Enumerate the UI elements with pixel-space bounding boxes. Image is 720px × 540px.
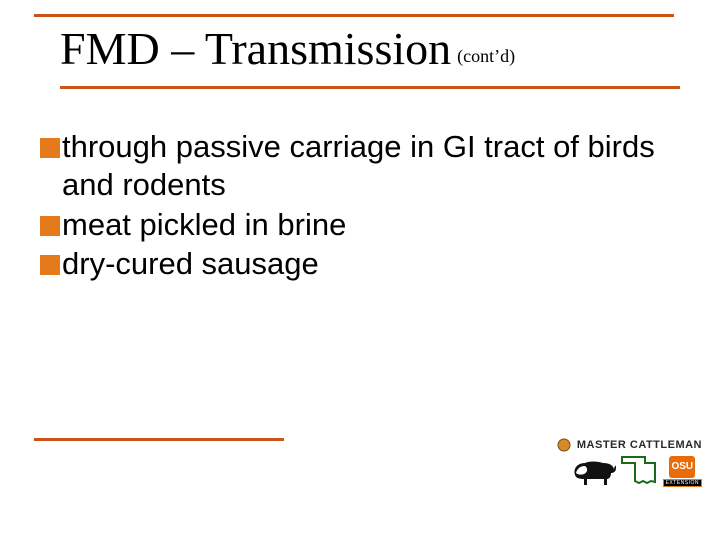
title-container: FMD – Transmission (cont’d) — [60, 22, 680, 89]
master-cattleman-line: MASTER CATTLEMAN — [557, 438, 702, 452]
bullet-text: through passive carriage in GI tract of … — [62, 128, 680, 204]
slide-title-suffix: (cont’d) — [457, 46, 515, 67]
square-bullet-icon — [40, 216, 60, 236]
oklahoma-outline-icon — [621, 454, 657, 488]
osu-text: OSU — [671, 461, 693, 472]
square-bullet-icon — [40, 255, 60, 275]
osu-badge: OSU — [669, 456, 695, 478]
body-content: through passive carriage in GI tract of … — [40, 128, 680, 285]
extension-label: EXTENSION — [663, 479, 702, 487]
logo-row: OSU EXTENSION — [571, 454, 702, 488]
square-bullet-icon — [40, 138, 60, 158]
top-rule — [34, 14, 674, 17]
bullet-text: dry-cured sausage — [62, 245, 680, 283]
list-item: dry-cured sausage — [40, 245, 680, 283]
cow-icon — [571, 455, 617, 487]
osu-logo: OSU EXTENSION — [663, 456, 702, 487]
list-item: through passive carriage in GI tract of … — [40, 128, 680, 204]
bottom-rule — [34, 438, 284, 441]
bullet-text: meat pickled in brine — [62, 206, 680, 244]
master-cattleman-text: MASTER CATTLEMAN — [577, 439, 702, 451]
badge-icon — [557, 438, 571, 452]
slide: { "colors": { "accent": "#d85a1a", "titl… — [0, 0, 720, 540]
list-item: meat pickled in brine — [40, 206, 680, 244]
slide-title: FMD – Transmission — [60, 22, 451, 75]
logo-cluster: MASTER CATTLEMAN OSU EXTENSION — [512, 438, 702, 518]
